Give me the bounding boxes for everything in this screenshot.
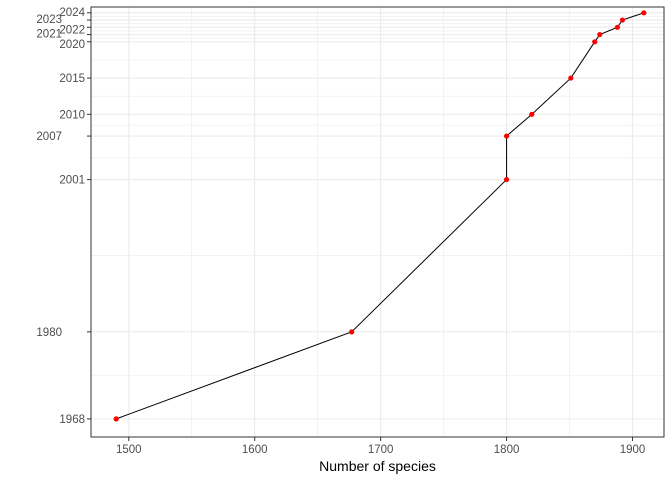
data-point (503, 133, 510, 139)
data-point (619, 17, 626, 23)
y-tick-label: 1968 (59, 414, 85, 426)
y-tick-label: 2007 (36, 131, 62, 143)
x-tick-label: 1900 (620, 444, 646, 456)
y-tick-label: 2022 (59, 24, 85, 36)
x-axis-title: Number of species (319, 458, 436, 474)
y-tick-label: 2010 (59, 109, 85, 121)
y-tick-label: 1980 (36, 327, 62, 339)
y-tick-label: 2024 (59, 7, 85, 19)
x-tick-label: 1700 (368, 444, 394, 456)
data-point (592, 39, 598, 45)
y-tick-label: 2023 (36, 14, 62, 26)
series-line (116, 12, 645, 420)
series-path (116, 12, 645, 420)
grid-lines (91, 7, 664, 437)
y-tick-label: 2021 (36, 29, 62, 41)
y-axis: 1968 1980 2001 2007 2010 2015 2020202120222023… (36, 7, 91, 426)
x-axis: 1500 1600 1700 1800 1900 (116, 437, 645, 456)
y-tick-label: 2001 (59, 175, 85, 187)
x-tick-label: 1500 (116, 444, 142, 456)
data-point (349, 329, 355, 335)
y-tick-label: 2015 (59, 73, 85, 85)
data-point (614, 24, 621, 30)
data-point (503, 176, 510, 183)
data-point (597, 31, 603, 38)
data-point (113, 416, 119, 422)
data-point (641, 10, 647, 16)
data-points (113, 10, 647, 422)
x-tick-label: 1600 (242, 444, 268, 456)
data-point (568, 75, 574, 81)
y-tick-label: 2020 (59, 39, 85, 51)
data-point (529, 111, 535, 117)
x-tick-label: 1800 (494, 444, 520, 456)
panel-border (90, 6, 665, 438)
